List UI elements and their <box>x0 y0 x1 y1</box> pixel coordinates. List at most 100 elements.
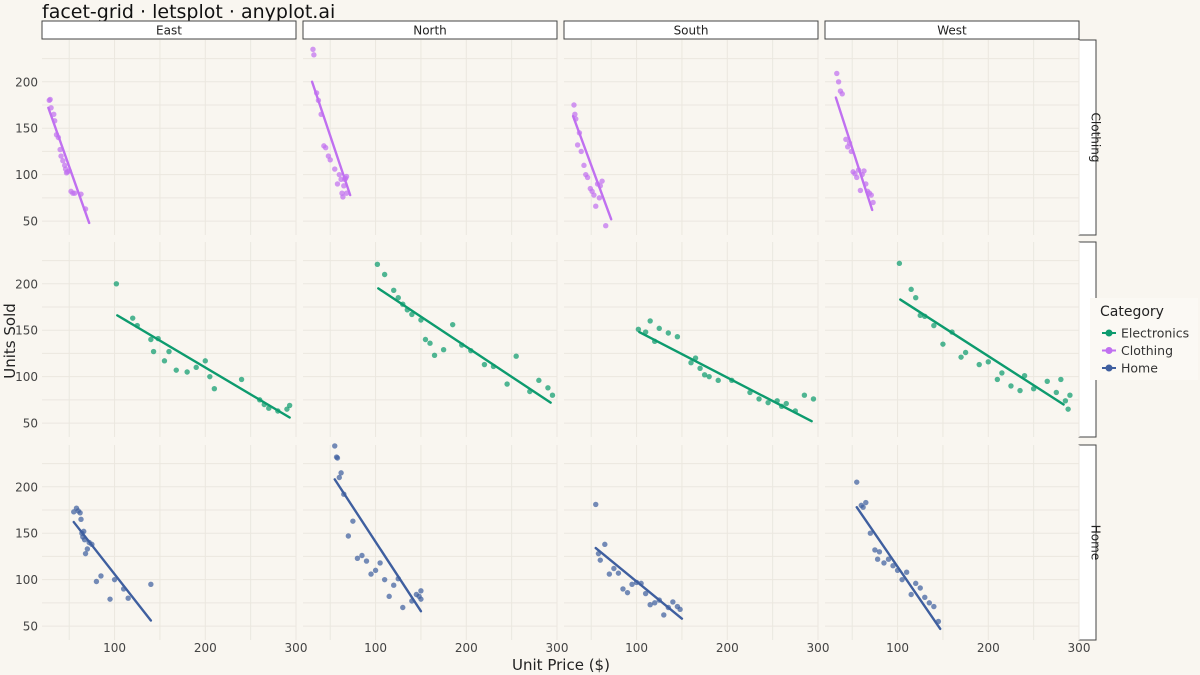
data-point <box>391 582 397 588</box>
data-point <box>354 555 361 561</box>
data-point <box>896 260 903 267</box>
data-point <box>363 558 370 564</box>
data-point <box>697 365 703 371</box>
data-point <box>839 91 845 97</box>
data-point <box>1062 398 1069 404</box>
data-point <box>418 596 424 602</box>
y-tick-label: 200 <box>15 480 38 494</box>
data-point <box>574 142 581 148</box>
data-point <box>647 602 653 608</box>
panel-grid <box>42 242 297 437</box>
data-point <box>783 400 789 407</box>
y-tick-label: 100 <box>15 573 38 587</box>
x-tick-label: 300 <box>285 641 308 655</box>
data-point <box>647 318 653 324</box>
data-point <box>184 369 190 375</box>
x-tick-label: 300 <box>1068 641 1091 655</box>
data-point <box>1058 376 1064 383</box>
data-point <box>336 474 342 481</box>
trend-line <box>834 96 874 212</box>
data-point <box>599 178 605 184</box>
panel-grid <box>564 445 819 640</box>
trend-line <box>333 478 423 613</box>
y-tick-label: 50 <box>23 620 38 634</box>
data-point <box>173 367 179 373</box>
data-point <box>584 174 591 181</box>
data-point <box>597 557 603 563</box>
y-axis-label: Units Sold <box>1 303 19 379</box>
data-point <box>665 330 672 336</box>
data-point <box>427 340 433 346</box>
y-tick-label: 100 <box>15 168 38 182</box>
trend-line <box>855 506 942 631</box>
legend: Category Electronics Clothing Home <box>1090 298 1198 380</box>
panel-grid <box>564 40 819 235</box>
data-point <box>332 166 338 172</box>
data-point <box>903 569 910 575</box>
data-point <box>603 223 609 229</box>
data-point <box>207 373 213 380</box>
data-point <box>908 591 914 598</box>
data-point <box>395 295 401 301</box>
facet-panel-electronics-south <box>635 318 817 423</box>
data-point <box>642 590 649 597</box>
facet-panel-home-east <box>71 505 154 622</box>
data-point <box>602 541 608 548</box>
data-point <box>368 571 374 577</box>
y-tick-label: 150 <box>15 324 38 338</box>
data-point <box>890 563 896 569</box>
data-point <box>922 594 928 600</box>
data-point <box>615 570 622 576</box>
data-point <box>940 341 946 347</box>
data-point <box>863 499 869 506</box>
data-point <box>125 595 131 601</box>
x-axis-label: Unit Price ($) <box>512 656 610 674</box>
data-point <box>976 361 982 368</box>
data-point <box>374 261 381 267</box>
trend-line <box>310 80 352 197</box>
data-point <box>391 287 397 293</box>
data-point <box>899 576 905 583</box>
legend-label: Electronics <box>1121 326 1189 341</box>
data-point <box>611 565 617 572</box>
data-point <box>98 573 104 579</box>
x-tick-label: 200 <box>455 641 478 655</box>
data-point <box>334 455 341 461</box>
data-point <box>677 606 683 613</box>
data-point <box>688 360 694 366</box>
data-point <box>867 530 874 536</box>
data-point <box>1021 373 1028 379</box>
facet-panel-clothing-north <box>310 46 352 200</box>
data-point <box>238 376 245 383</box>
data-point <box>400 604 406 611</box>
data-point <box>350 518 356 524</box>
data-point <box>440 347 447 353</box>
data-point <box>322 145 329 151</box>
data-point <box>148 581 154 587</box>
panel-grid <box>303 445 558 640</box>
panel-grid <box>825 242 1080 437</box>
x-tick-label: 300 <box>807 641 830 655</box>
data-point <box>150 348 157 355</box>
facet-panel-home-west <box>854 479 942 631</box>
facet-strip-col-label: South <box>674 24 709 38</box>
legend-key-point <box>1105 364 1113 372</box>
trend-line <box>116 314 291 419</box>
data-point <box>47 96 53 103</box>
data-point <box>130 315 136 321</box>
data-point <box>377 560 383 566</box>
y-tick-label: 50 <box>23 417 38 431</box>
data-point <box>860 504 866 510</box>
data-point <box>913 580 919 587</box>
facet-panel-home-north <box>332 443 424 613</box>
data-point <box>1008 383 1014 389</box>
data-point <box>854 479 860 485</box>
y-tick-label: 150 <box>15 122 38 136</box>
data-point <box>706 373 712 380</box>
data-point <box>386 593 392 600</box>
data-point <box>359 552 365 559</box>
data-point <box>111 576 118 583</box>
data-point <box>381 576 388 583</box>
data-point <box>1017 387 1023 394</box>
